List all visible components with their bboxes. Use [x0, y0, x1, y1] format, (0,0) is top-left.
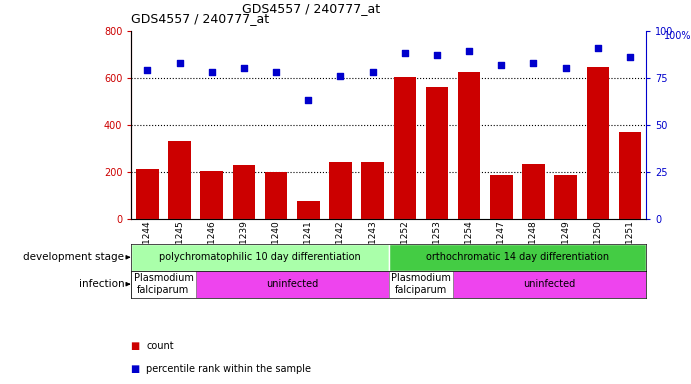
Text: GDS4557 / 240777_at: GDS4557 / 240777_at	[243, 2, 381, 15]
Text: uninfected: uninfected	[524, 279, 576, 289]
Text: ■: ■	[131, 341, 144, 351]
Bar	[554, 175, 577, 219]
Bar	[131, 271, 196, 298]
Bar	[393, 76, 416, 219]
Point	[174, 60, 185, 66]
Bar	[200, 170, 223, 219]
Bar	[522, 164, 545, 219]
Bar	[587, 67, 609, 219]
Bar	[297, 201, 319, 219]
Bar	[458, 72, 480, 219]
Text: uninfected: uninfected	[266, 279, 319, 289]
Point	[431, 52, 442, 58]
Bar	[136, 169, 159, 219]
Point	[528, 60, 539, 66]
Point	[303, 97, 314, 103]
Bar	[618, 132, 641, 219]
Point	[367, 69, 378, 75]
Point	[238, 65, 249, 71]
Point	[142, 67, 153, 73]
Bar	[265, 172, 287, 219]
Point	[271, 69, 282, 75]
Bar	[426, 87, 448, 219]
Text: ■: ■	[131, 364, 144, 374]
Text: 100%: 100%	[664, 31, 691, 41]
Point	[560, 65, 571, 71]
Point	[464, 48, 475, 55]
Point	[206, 69, 217, 75]
Text: GDS4557 / 240777_at: GDS4557 / 240777_at	[131, 12, 269, 25]
Bar	[453, 271, 646, 298]
Text: polychromatophilic 10 day differentiation: polychromatophilic 10 day differentiatio…	[159, 252, 361, 262]
Bar	[131, 244, 388, 271]
Text: Plasmodium
falciparum: Plasmodium falciparum	[391, 273, 451, 295]
Bar	[169, 141, 191, 219]
Bar	[388, 244, 646, 271]
Text: count: count	[146, 341, 174, 351]
Bar	[233, 165, 255, 219]
Bar	[329, 162, 352, 219]
Point	[335, 73, 346, 79]
Bar	[490, 175, 513, 219]
Text: Plasmodium
falciparum: Plasmodium falciparum	[133, 273, 193, 295]
Text: orthochromatic 14 day differentiation: orthochromatic 14 day differentiation	[426, 252, 609, 262]
Text: development stage: development stage	[23, 252, 124, 262]
Bar	[196, 271, 388, 298]
Point	[625, 54, 636, 60]
Point	[592, 45, 603, 51]
Bar	[388, 271, 453, 298]
Text: infection: infection	[79, 279, 124, 289]
Bar	[361, 162, 384, 219]
Point	[399, 50, 410, 56]
Point	[495, 61, 507, 68]
Text: percentile rank within the sample: percentile rank within the sample	[146, 364, 312, 374]
